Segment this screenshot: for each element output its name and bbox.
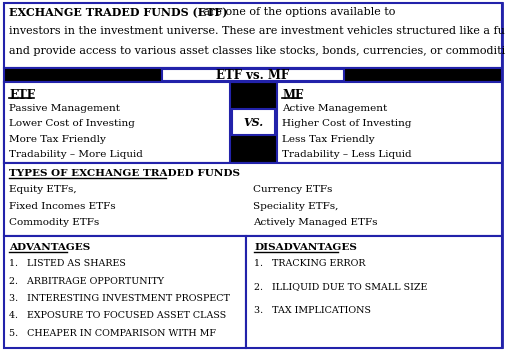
Text: MF: MF <box>282 89 303 101</box>
Text: Active Management: Active Management <box>282 104 387 113</box>
Text: 3.   TAX IMPLICATIONS: 3. TAX IMPLICATIONS <box>254 306 370 315</box>
Text: Fixed Incomes ETFs: Fixed Incomes ETFs <box>9 202 116 211</box>
Text: DISADVANTAGES: DISADVANTAGES <box>254 243 356 252</box>
Text: investors in the investment universe. These are investment vehicles structured l: investors in the investment universe. Th… <box>9 26 505 36</box>
Text: 1.   LISTED AS SHARES: 1. LISTED AS SHARES <box>9 259 126 268</box>
Text: 1.   TRACKING ERROR: 1. TRACKING ERROR <box>254 259 365 268</box>
Text: ETF vs. MF: ETF vs. MF <box>216 69 289 83</box>
Text: Tradability – More Liquid: Tradability – More Liquid <box>9 150 143 159</box>
Text: ADVANTAGES: ADVANTAGES <box>9 243 90 252</box>
Text: Higher Cost of Investing: Higher Cost of Investing <box>282 119 411 128</box>
Text: Equity ETFs,: Equity ETFs, <box>9 186 77 195</box>
Text: Tradability – Less Liquid: Tradability – Less Liquid <box>282 150 411 159</box>
FancyBboxPatch shape <box>4 3 501 347</box>
Text: Less Tax Friendly: Less Tax Friendly <box>282 135 374 144</box>
Text: VS.: VS. <box>243 117 263 128</box>
Text: Lower Cost of Investing: Lower Cost of Investing <box>9 119 135 128</box>
Text: EXCHANGE TRADED FUNDS (ETF): EXCHANGE TRADED FUNDS (ETF) <box>9 7 227 18</box>
Text: Speciality ETFs,: Speciality ETFs, <box>252 202 338 211</box>
Text: TYPES OF EXCHANGE TRADED FUNDS: TYPES OF EXCHANGE TRADED FUNDS <box>9 169 240 178</box>
FancyBboxPatch shape <box>4 236 246 348</box>
Text: 4.   EXPOSURE TO FOCUSED ASSET CLASS: 4. EXPOSURE TO FOCUSED ASSET CLASS <box>9 312 226 321</box>
FancyBboxPatch shape <box>246 236 501 348</box>
FancyBboxPatch shape <box>4 3 501 68</box>
FancyBboxPatch shape <box>162 69 343 81</box>
Text: Actively Managed ETFs: Actively Managed ETFs <box>252 218 377 228</box>
Text: Commodity ETFs: Commodity ETFs <box>9 218 99 228</box>
Text: 2.   ILLIQUID DUE TO SMALL SIZE: 2. ILLIQUID DUE TO SMALL SIZE <box>254 282 427 291</box>
FancyBboxPatch shape <box>4 163 501 236</box>
FancyBboxPatch shape <box>4 82 501 163</box>
Text: 2.   ARBITRAGE OPPORTUNITY: 2. ARBITRAGE OPPORTUNITY <box>9 276 164 286</box>
Text: 5.   CHEAPER IN COMPARISON WITH MF: 5. CHEAPER IN COMPARISON WITH MF <box>9 329 216 338</box>
Text: ETF: ETF <box>9 89 35 101</box>
FancyBboxPatch shape <box>4 82 230 163</box>
Text: More Tax Friendly: More Tax Friendly <box>9 135 106 144</box>
FancyBboxPatch shape <box>231 108 274 135</box>
Text: Passive Management: Passive Management <box>9 104 120 113</box>
Text: are one of the options available to: are one of the options available to <box>199 7 394 17</box>
FancyBboxPatch shape <box>4 68 501 82</box>
Text: 3.   INTERESTING INVESTMENT PROSPECT: 3. INTERESTING INVESTMENT PROSPECT <box>9 294 230 303</box>
Text: and provide access to various asset classes like stocks, bonds, currencies, or c: and provide access to various asset clas… <box>9 46 505 56</box>
Text: Currency ETFs: Currency ETFs <box>252 186 332 195</box>
FancyBboxPatch shape <box>277 82 501 163</box>
